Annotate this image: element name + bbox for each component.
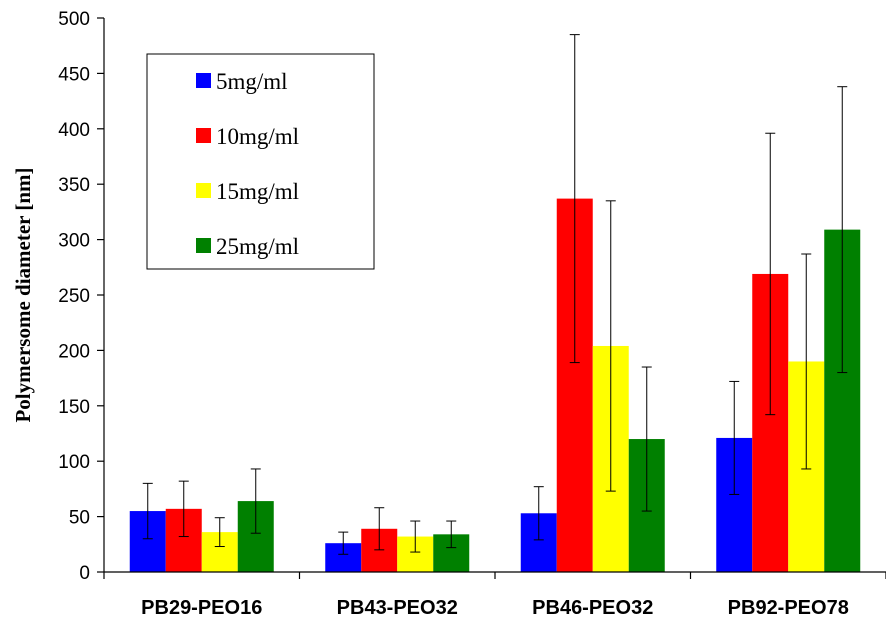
x-category-label: PB92-PEO78 bbox=[728, 597, 849, 619]
legend-swatch-5mg/ml bbox=[196, 73, 211, 88]
legend-label-5mg/ml: 5mg/ml bbox=[216, 69, 288, 94]
y-tick-label: 500 bbox=[58, 9, 90, 30]
y-tick-label: 50 bbox=[69, 508, 90, 529]
y-tick-label: 200 bbox=[58, 341, 90, 362]
legend-swatch-15mg/ml bbox=[196, 183, 211, 198]
legend: 5mg/ml 10mg/ml 15mg/ml 25mg/ml bbox=[146, 53, 375, 270]
y-tick-label: 450 bbox=[58, 64, 90, 85]
legend-swatch-25mg/ml bbox=[196, 238, 211, 253]
y-tick-label: 0 bbox=[79, 563, 90, 584]
y-tick-label: 350 bbox=[58, 175, 90, 196]
y-tick-label: 300 bbox=[58, 231, 90, 252]
y-tick-label: 100 bbox=[58, 452, 90, 473]
y-tick-label: 400 bbox=[58, 120, 90, 141]
x-category-label: PB43-PEO32 bbox=[337, 597, 458, 619]
error-bars-layer bbox=[142, 34, 848, 555]
y-axis-title: Polymersome diameter [nm] bbox=[11, 167, 35, 422]
legend-label-15mg/ml: 15mg/ml bbox=[216, 179, 299, 204]
x-category-label: PB29-PEO16 bbox=[141, 597, 262, 619]
x-category-label: PB46-PEO32 bbox=[532, 597, 653, 619]
legend-swatch-10mg/ml bbox=[196, 128, 211, 143]
y-tick-label: 150 bbox=[58, 397, 90, 418]
axes-layer: 0 50 100 150 200 250 300 350 400 450 500 PB29-PEO16… bbox=[58, 9, 886, 619]
legend-box bbox=[146, 53, 375, 270]
legend-label-10mg/ml: 10mg/ml bbox=[216, 124, 299, 149]
legend-label-25mg/ml: 25mg/ml bbox=[216, 234, 299, 259]
bars-layer bbox=[129, 198, 861, 573]
y-tick-label: 250 bbox=[58, 286, 90, 307]
